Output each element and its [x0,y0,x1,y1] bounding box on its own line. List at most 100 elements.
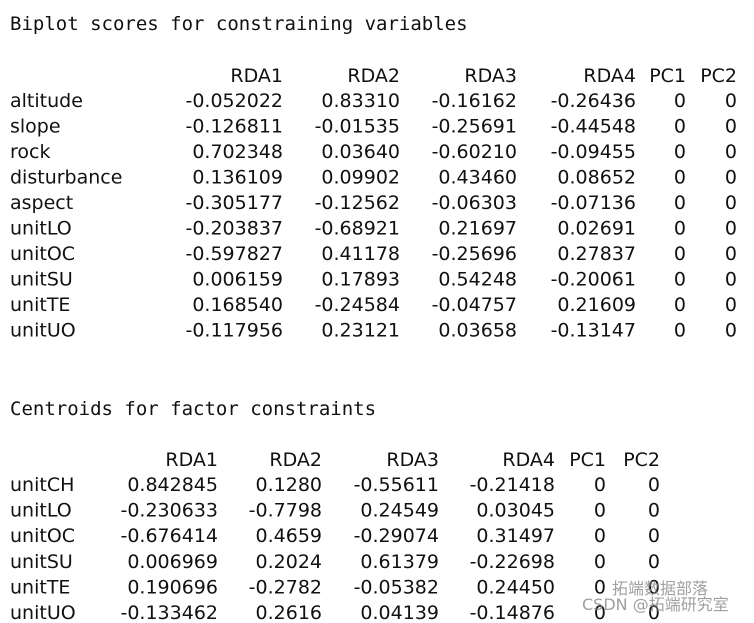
table-cell: 0 [725,141,737,163]
table-cell: 0.24450 [476,576,555,598]
section-title: Biplot scores for constraining variables [10,13,468,35]
row-label: unitLO [10,218,72,240]
table-cell: 0 [648,551,660,573]
row-label: unitSU [10,551,73,573]
table-cell: -0.07136 [551,192,636,214]
table-cell: -0.09455 [551,141,636,163]
table-cell: 0 [725,294,737,316]
column-header: RDA4 [502,449,555,471]
table-cell: 0 [674,116,686,138]
table-cell: 0 [648,500,660,522]
table-cell: -0.60210 [432,141,517,163]
row-label: unitUO [10,602,76,623]
table-cell: 0 [648,474,660,496]
table-cell: -0.55611 [354,474,439,496]
table-cell: 0 [725,269,737,291]
table-cell: -0.052022 [185,90,283,112]
table-cell: 0 [594,551,606,573]
table-cell: 0.006969 [127,551,218,573]
table-cell: -0.230633 [120,500,218,522]
table-cell: 0 [725,218,737,240]
table-cell: -0.676414 [120,525,218,547]
table-cell: 0 [648,525,660,547]
table-cell: 0.2616 [256,602,322,623]
table-cell: 0 [594,576,606,598]
table-cell: -0.68921 [315,218,400,240]
table-cell: 0 [648,576,660,598]
table-cell: 0 [674,269,686,291]
row-label: unitTE [10,294,70,316]
table-cell: 0.54248 [438,269,517,291]
column-header: PC1 [649,65,686,87]
table-cell: 0.03640 [321,141,400,163]
row-label: unitTE [10,576,70,598]
table-cell: 0.04139 [360,602,439,623]
table-cell: -0.305177 [185,192,283,214]
table-cell: -0.29074 [354,525,439,547]
row-label: unitOC [10,525,75,547]
table-cell: -0.597827 [185,243,283,265]
column-header: PC2 [700,65,737,87]
table-cell: 0 [725,90,737,112]
table-cell: 0.190696 [127,576,218,598]
table-cell: 0 [594,500,606,522]
column-header: RDA3 [464,65,517,87]
table-cell: 0.4659 [256,525,322,547]
row-label: unitOC [10,243,75,265]
table-cell: 0 [674,90,686,112]
table-cell: 0.006159 [192,269,283,291]
table-cell: 0 [594,602,606,623]
table-cell: -0.203837 [185,218,283,240]
row-label: disturbance [10,167,122,189]
table-cell: 0.21609 [557,294,636,316]
table-cell: -0.04757 [432,294,517,316]
table-cell: -0.21418 [470,474,555,496]
table-cell: 0 [725,243,737,265]
column-header: PC2 [623,449,660,471]
row-label: rock [10,141,50,163]
table-cell: 0.2024 [256,551,322,573]
table-cell: 0 [674,167,686,189]
column-header: RDA2 [347,65,400,87]
table-cell: 0.702348 [192,141,283,163]
table-cell: 0.43460 [438,167,517,189]
table-cell: 0.09902 [321,167,400,189]
table-cell: -0.05382 [354,576,439,598]
table-cell: -0.22698 [470,551,555,573]
row-label: slope [10,116,61,138]
table-cell: 0.27837 [557,243,636,265]
table-cell: 0 [725,167,737,189]
table-cell: 0.24549 [360,500,439,522]
table-cell: 0 [725,192,737,214]
table-cell: 0 [594,525,606,547]
table-cell: 0 [674,243,686,265]
column-header: RDA2 [269,449,322,471]
table-cell: 0.02691 [557,218,636,240]
table-cell: -0.2782 [249,576,322,598]
table-cell: 0 [648,602,660,623]
table-cell: 0 [674,218,686,240]
section-title: Centroids for factor constraints [10,398,376,420]
table-cell: 0.31497 [476,525,555,547]
table-cell: 0.83310 [321,90,400,112]
table-cell: 0.842845 [127,474,218,496]
column-header: PC1 [569,449,606,471]
table-cell: -0.126811 [185,116,283,138]
table-cell: 0.03045 [476,500,555,522]
row-label: unitUO [10,320,76,342]
column-header: RDA3 [386,449,439,471]
table-cell: 0 [725,116,737,138]
row-label: unitSU [10,269,73,291]
table-cell: 0.23121 [321,320,400,342]
table-cell: 0.08652 [557,167,636,189]
table-cell: 0.21697 [438,218,517,240]
table-cell: 0.1280 [256,474,322,496]
table-cell: -0.20061 [551,269,636,291]
table-cell: 0 [674,141,686,163]
table-cell: -0.06303 [432,192,517,214]
table-cell: 0.17893 [321,269,400,291]
table-cell: -0.117956 [185,320,283,342]
column-header: RDA1 [165,449,218,471]
table-cell: -0.24584 [315,294,400,316]
